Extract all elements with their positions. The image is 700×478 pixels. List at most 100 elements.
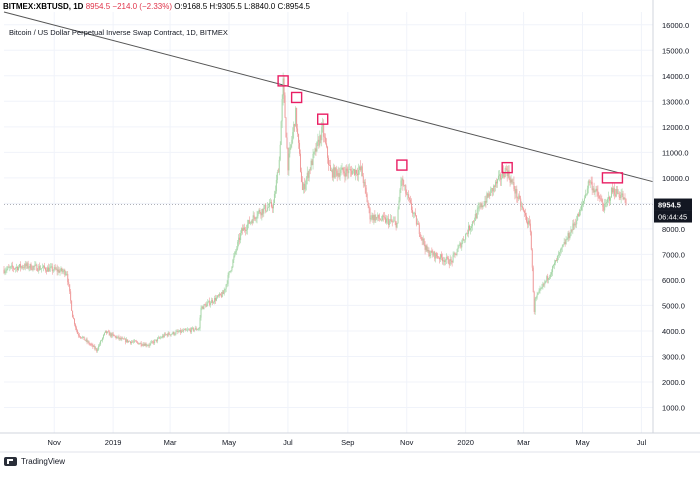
candle-body xyxy=(23,267,25,268)
candle-body xyxy=(96,348,98,352)
candle-body xyxy=(104,330,106,333)
candle-body xyxy=(496,181,498,184)
candle-body xyxy=(133,340,135,342)
candle-body xyxy=(393,220,395,222)
candle-body xyxy=(522,206,524,209)
candle-body xyxy=(308,169,310,178)
candle-body xyxy=(68,282,70,285)
candle-body xyxy=(42,267,44,269)
x-tick-label: Nov xyxy=(48,438,62,447)
candle-body xyxy=(390,219,392,222)
candle-body xyxy=(366,194,368,203)
candle-body xyxy=(17,266,19,271)
candle-body xyxy=(233,256,235,260)
candle-body xyxy=(234,251,236,257)
candle-body xyxy=(37,270,39,272)
candle-body xyxy=(497,175,499,180)
candle-body xyxy=(265,204,267,212)
candle-body xyxy=(343,171,345,174)
y-tick-label: 5000.0 xyxy=(662,301,685,310)
candle-body xyxy=(116,337,118,339)
axes-layer: 1000.0 2000.0 3000.0 4000.0 5000.0 6000.0 7000… xyxy=(0,0,700,453)
y-tick-label: 16000.0 xyxy=(662,21,689,30)
candle-body xyxy=(404,185,406,186)
candle-body xyxy=(194,327,196,330)
candle-body xyxy=(471,221,473,227)
candle-body xyxy=(73,317,75,319)
candle-body xyxy=(249,222,251,224)
candle-body xyxy=(320,135,322,141)
candle-body xyxy=(412,213,414,214)
candle-body xyxy=(428,250,430,257)
candle-body xyxy=(535,297,537,299)
candle-body xyxy=(488,193,490,197)
ohlc-open: O:9168.5 xyxy=(174,2,208,11)
candle-body xyxy=(538,290,540,293)
candle-body xyxy=(142,344,144,346)
resistance-trendline xyxy=(3,11,654,183)
candle-body xyxy=(180,330,182,333)
footer[interactable]: TradingView xyxy=(4,457,65,466)
candle-body xyxy=(122,338,124,340)
candle-body xyxy=(290,144,292,148)
candle-body xyxy=(39,266,41,270)
candle-body xyxy=(509,177,511,183)
candle-body xyxy=(146,345,148,347)
candle-body xyxy=(203,304,205,310)
candle-body xyxy=(154,340,156,344)
candle-body xyxy=(105,330,107,334)
symbol-legend[interactable]: BITMEX:XBTUSD, 1D 8954.5 −214.0 (−2.33%)… xyxy=(3,2,310,11)
candle-body xyxy=(277,172,279,173)
candle-body xyxy=(550,274,552,277)
candle-body xyxy=(387,218,389,225)
candle-body xyxy=(11,265,13,267)
candle-body xyxy=(313,151,315,154)
candle-body xyxy=(101,340,103,341)
countdown-badge: 06:44:45 xyxy=(658,213,687,222)
candle-body xyxy=(528,220,530,224)
candle-body xyxy=(337,173,339,176)
candle-body xyxy=(596,188,598,192)
candle-body xyxy=(332,167,334,178)
candle-body xyxy=(275,179,277,192)
candle-body xyxy=(544,281,546,285)
candle-body xyxy=(160,337,162,339)
candle-body xyxy=(520,198,522,207)
y-tick-label: 10000.0 xyxy=(662,174,689,183)
candle-body xyxy=(273,193,275,204)
candle-body xyxy=(483,205,485,206)
candle-body xyxy=(89,343,91,345)
candle-body xyxy=(611,187,613,193)
candle-body xyxy=(446,256,448,258)
candle-body xyxy=(443,260,445,262)
candle-body xyxy=(617,193,619,195)
candle-body xyxy=(328,164,330,166)
candle-body xyxy=(97,349,99,352)
candle-body xyxy=(150,342,152,344)
candle-body xyxy=(495,181,497,187)
candle-body xyxy=(412,210,414,214)
candle-body xyxy=(222,291,224,295)
candle-body xyxy=(384,216,386,218)
candle-body xyxy=(87,341,89,343)
candle-body xyxy=(186,329,188,331)
candle-body xyxy=(231,266,233,271)
candle-body xyxy=(226,283,228,285)
candle-body xyxy=(338,173,340,177)
candle-body xyxy=(592,188,594,191)
candle-body xyxy=(179,330,181,332)
candle-body xyxy=(449,259,451,265)
candle-body xyxy=(310,160,312,171)
candle-body xyxy=(576,220,578,225)
candle-body xyxy=(218,293,220,296)
x-tick-label: Sep xyxy=(341,438,354,447)
candle-body xyxy=(186,329,188,331)
candle-body xyxy=(279,144,281,160)
candle-body xyxy=(432,252,434,256)
candle-body xyxy=(114,335,116,337)
candle-body xyxy=(414,212,416,216)
candle-body xyxy=(299,142,301,154)
candle-body xyxy=(289,147,291,154)
